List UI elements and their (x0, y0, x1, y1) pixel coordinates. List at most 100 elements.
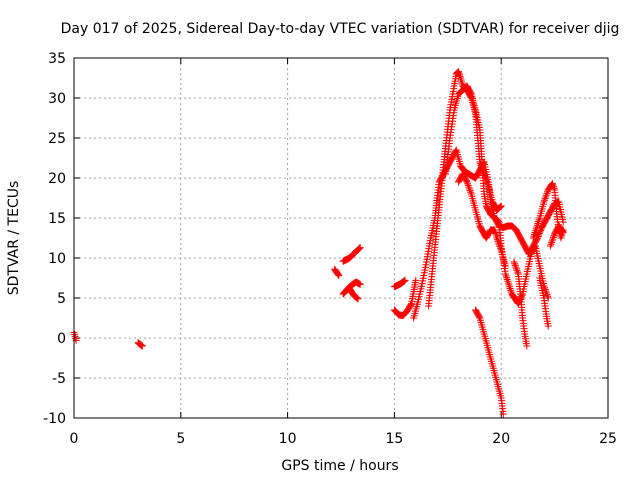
data-point (501, 262, 509, 270)
x-tick-label: 25 (599, 431, 617, 447)
data-point (495, 239, 503, 247)
data-point (534, 218, 542, 226)
data-point (462, 177, 470, 185)
data-point (542, 191, 550, 199)
data-point (535, 231, 543, 239)
data-point (533, 221, 541, 229)
data-point (493, 234, 501, 242)
data-point (530, 230, 538, 238)
data-point (512, 265, 520, 273)
y-tick-label: 10 (48, 251, 66, 267)
data-point (499, 410, 507, 418)
data-point (494, 237, 502, 245)
data-point (544, 322, 552, 330)
x-tick-label: 5 (176, 431, 185, 447)
data-point (456, 71, 464, 79)
x-tick-label: 0 (70, 431, 79, 447)
y-tick-label: 35 (48, 51, 66, 67)
data-point (510, 258, 518, 266)
plot-frame (73, 57, 609, 419)
data-point (495, 241, 503, 249)
data-point (480, 170, 488, 178)
y-tick-label: -5 (52, 371, 66, 387)
data-point (412, 276, 420, 284)
data-point (355, 245, 363, 253)
data-point (548, 237, 556, 245)
data-point (476, 160, 484, 168)
chart-title: Day 017 of 2025, Sidereal Day-to-day VTE… (61, 21, 620, 37)
data-point (550, 184, 558, 192)
data-point (354, 245, 362, 253)
data-point (535, 216, 543, 224)
data-point (549, 235, 557, 243)
data-point (334, 271, 342, 279)
data-point (503, 274, 511, 282)
y-tick-label: -10 (43, 411, 66, 427)
y-tick-label: 25 (48, 131, 66, 147)
y-tick-label: 5 (57, 291, 66, 307)
data-point (483, 179, 491, 187)
data-point (529, 234, 537, 242)
data-point (548, 180, 556, 188)
data-point (334, 270, 342, 278)
data-point (494, 236, 502, 244)
data-point (547, 240, 555, 248)
data-point (512, 263, 520, 271)
data-point (455, 69, 463, 77)
x-tick-label: 10 (279, 431, 297, 447)
data-point (464, 180, 472, 188)
x-tick-label: 20 (492, 431, 510, 447)
data-point (514, 268, 522, 276)
data-point (497, 202, 505, 210)
data-point (465, 185, 473, 193)
y-tick-label: 20 (48, 171, 66, 187)
data-point (501, 270, 509, 278)
data-point (559, 227, 567, 235)
data-point (512, 225, 520, 233)
data-point (511, 261, 519, 269)
data-point (548, 239, 556, 247)
data-point (494, 217, 502, 225)
data-point (511, 260, 519, 268)
data-point (454, 68, 462, 76)
data-point (465, 183, 473, 191)
data-point (503, 275, 511, 283)
data-point (466, 187, 474, 195)
data-point (467, 188, 475, 196)
data-point (506, 283, 514, 291)
data-point (463, 178, 471, 186)
data-point (497, 203, 505, 211)
data-point (464, 181, 472, 189)
data-point (530, 232, 538, 240)
x-tick-label: 15 (385, 431, 403, 447)
y-tick-label: 15 (48, 211, 66, 227)
data-point (356, 244, 364, 252)
data-point (401, 276, 409, 284)
y-axis-label: SDTVAR / TECUs (6, 181, 22, 296)
data-point (452, 147, 460, 155)
y-tick-label: 0 (57, 331, 66, 347)
data-point (541, 196, 549, 204)
data-point (505, 281, 513, 289)
data-point (540, 198, 548, 206)
data-point (541, 195, 549, 203)
data-point (504, 279, 512, 287)
data-point (493, 216, 501, 224)
data-point (549, 233, 557, 241)
data-point (523, 342, 531, 350)
data-point (504, 277, 512, 285)
y-tick-label: 30 (48, 91, 66, 107)
y-axis-ticks: -10 -5 0 5 10 15 20 25 30 35 (43, 51, 608, 427)
data-point (532, 225, 540, 233)
data-points (70, 68, 567, 418)
data-point (497, 244, 505, 252)
grid-lines (74, 58, 608, 418)
data-point (495, 204, 503, 212)
data-point (558, 227, 566, 235)
data-point (546, 242, 554, 250)
data-point (533, 223, 541, 231)
data-point (549, 181, 557, 189)
data-point (467, 89, 475, 97)
data-point (535, 230, 543, 238)
